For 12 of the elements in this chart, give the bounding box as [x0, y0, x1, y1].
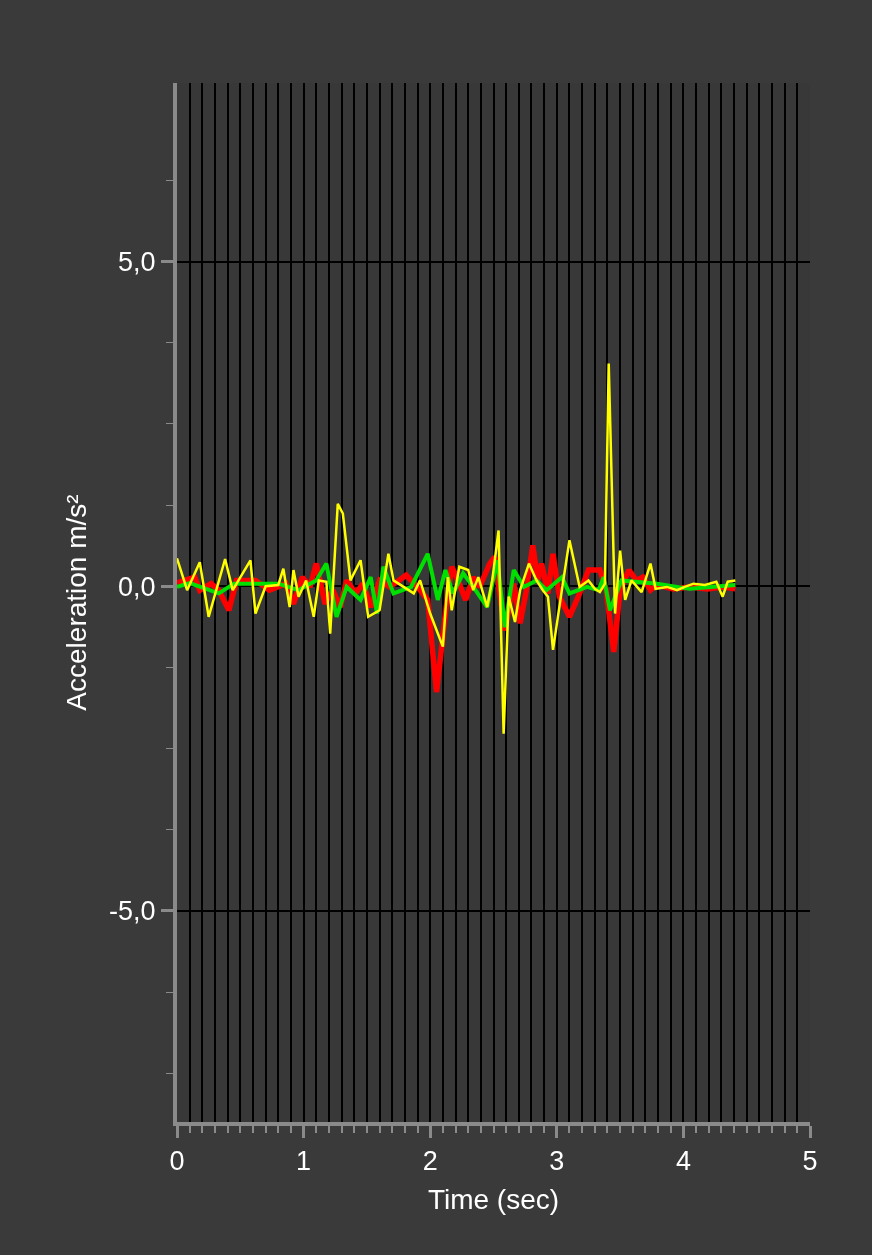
x-tick-label: 2 [422, 1146, 438, 1177]
line-series [177, 362, 737, 735]
y-tick-label: 5,0 [118, 247, 156, 278]
x-tick-label: 3 [549, 1146, 565, 1177]
x-tick-label: 5 [802, 1146, 818, 1177]
x-tick-label: 0 [169, 1146, 185, 1177]
x-axis-title: Time (sec) [427, 1184, 560, 1215]
y-axis-title: Acceleration m/s² [61, 494, 93, 711]
y-tick-label: 0,0 [118, 571, 156, 602]
x-tick-label: 1 [296, 1146, 312, 1177]
x-tick-label: 4 [675, 1146, 691, 1177]
y-tick-label: -5,0 [109, 896, 156, 927]
